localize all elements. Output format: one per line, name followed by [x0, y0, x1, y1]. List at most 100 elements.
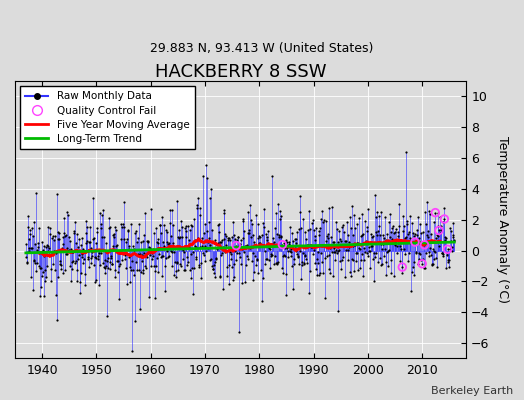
Point [179, 247, 188, 253]
Point [144, 238, 152, 245]
Point [165, 240, 173, 246]
Point [260, 206, 268, 212]
Point [384, 248, 392, 254]
Point [95, 210, 104, 216]
Point [367, 234, 376, 240]
Point [449, 234, 457, 240]
Point [172, 268, 180, 274]
Point [398, 264, 407, 270]
Point [43, 263, 51, 270]
Point [263, 234, 271, 240]
Point [446, 225, 454, 231]
Point [406, 212, 414, 219]
Point [419, 265, 428, 271]
Point [200, 229, 208, 236]
Point [385, 246, 394, 253]
Point [112, 226, 121, 233]
Point [88, 255, 96, 262]
Point [31, 260, 39, 266]
Point [188, 264, 196, 271]
Point [302, 256, 310, 262]
Point [431, 210, 440, 216]
Point [192, 243, 201, 250]
Point [133, 239, 141, 245]
Point [270, 239, 278, 245]
Point [343, 257, 352, 263]
Point [145, 244, 154, 250]
Point [189, 248, 197, 255]
Point [430, 248, 439, 254]
Point [223, 264, 231, 271]
Point [170, 248, 179, 255]
Point [379, 231, 387, 238]
Point [137, 252, 146, 258]
Point [444, 259, 453, 265]
Point [104, 265, 112, 271]
Point [354, 240, 362, 246]
Point [418, 260, 427, 267]
Point [61, 251, 70, 258]
Point [407, 240, 415, 246]
Point [91, 240, 100, 246]
Point [394, 233, 402, 239]
Point [86, 260, 95, 266]
Point [204, 219, 213, 225]
Point [277, 212, 286, 219]
Point [24, 213, 32, 220]
Point [403, 230, 412, 237]
Point [114, 262, 123, 269]
Point [429, 261, 437, 267]
Point [309, 217, 318, 223]
Point [148, 249, 157, 255]
Point [208, 227, 216, 234]
Point [203, 228, 211, 234]
Point [80, 256, 88, 262]
Point [31, 189, 40, 196]
Point [146, 245, 154, 252]
Point [121, 224, 129, 230]
Point [412, 226, 421, 233]
Point [413, 232, 421, 238]
Point [417, 256, 425, 263]
Y-axis label: Temperature Anomaly (°C): Temperature Anomaly (°C) [496, 136, 509, 303]
Point [134, 253, 143, 259]
Point [53, 274, 62, 280]
Point [304, 290, 313, 296]
Point [418, 260, 427, 267]
Point [41, 267, 49, 274]
Point [86, 239, 94, 245]
Point [351, 241, 359, 248]
Point [368, 240, 377, 247]
Point [73, 277, 81, 284]
Point [135, 267, 144, 273]
Point [66, 262, 74, 269]
Point [438, 250, 446, 256]
Point [97, 250, 105, 256]
Point [306, 226, 314, 232]
Point [74, 244, 83, 251]
Point [159, 239, 168, 246]
Point [425, 253, 433, 259]
Point [78, 253, 86, 260]
Point [406, 235, 414, 242]
Point [43, 243, 52, 249]
Point [118, 250, 127, 256]
Point [40, 293, 48, 299]
Point [402, 234, 410, 240]
Point [35, 262, 43, 269]
Point [351, 225, 359, 231]
Point [280, 252, 288, 258]
Point [292, 248, 301, 254]
Point [296, 248, 304, 254]
Point [199, 172, 207, 179]
Point [346, 272, 355, 279]
Point [85, 263, 93, 270]
Point [92, 255, 101, 261]
Point [432, 264, 441, 270]
Point [242, 262, 250, 268]
Point [34, 240, 42, 246]
Point [74, 256, 82, 262]
Point [325, 204, 333, 211]
Point [311, 260, 320, 266]
Point [198, 235, 206, 242]
